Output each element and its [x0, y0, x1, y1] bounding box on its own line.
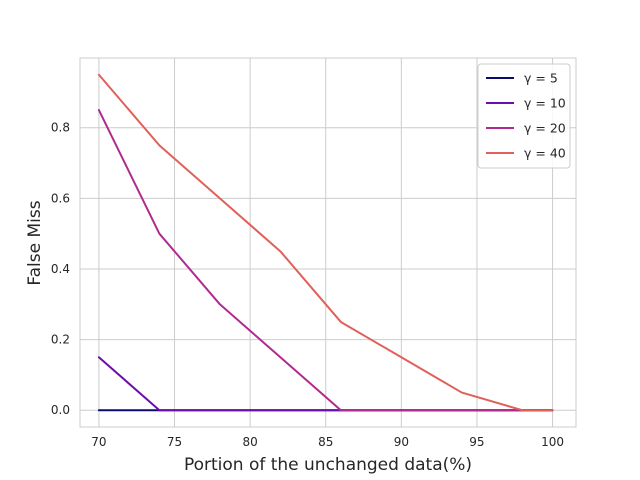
y-tick-label: 0.6: [51, 191, 70, 205]
x-tick-label: 95: [469, 435, 484, 449]
x-tick-label: 70: [91, 435, 106, 449]
legend-label: γ = 20: [524, 121, 566, 136]
x-tick-label: 90: [394, 435, 409, 449]
grid: [80, 58, 576, 427]
x-tick-label: 85: [318, 435, 333, 449]
legend-label: γ = 5: [524, 71, 558, 86]
y-tick-label: 0.2: [51, 333, 70, 347]
x-tick-label: 100: [541, 435, 564, 449]
legend: γ = 5 γ = 10 γ = 20 γ = 40: [477, 63, 571, 169]
x-tick-label: 75: [167, 435, 182, 449]
legend-label: γ = 10: [524, 96, 566, 111]
y-tick-label: 0.0: [51, 403, 70, 417]
legend-box: [477, 63, 571, 169]
y-axis-label: False Miss: [25, 200, 45, 285]
x-axis-label: Portion of the unchanged data(%): [184, 455, 472, 475]
series-line-2: [97, 109, 554, 412]
y-tick-label: 0.8: [51, 121, 70, 135]
y-tick-labels: 0.0 0.2 0.4 0.6 0.8: [51, 121, 70, 417]
legend-label: γ = 40: [524, 146, 566, 161]
x-tick-labels: 70 75 80 85 90 95 100: [91, 435, 564, 449]
plot-frame: [79, 57, 577, 428]
x-tick-label: 80: [242, 435, 257, 449]
series-layer: [97, 73, 554, 412]
y-tick-label: 0.4: [51, 262, 70, 276]
series-line-3: [97, 73, 554, 412]
